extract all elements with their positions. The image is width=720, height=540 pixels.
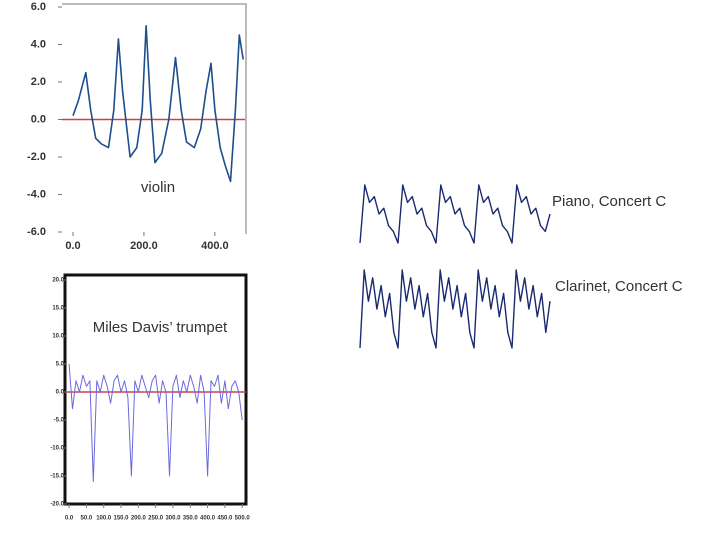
y-tick-label: 4.0: [31, 38, 46, 50]
y-tick-label: -20.0: [50, 502, 64, 508]
y-tick-label: 15.0: [52, 306, 64, 312]
violin-frame: [62, 3, 247, 234]
y-tick-label: -5.0: [54, 418, 65, 424]
y-tick-label: 10.0: [52, 334, 64, 340]
x-tick-label: 400.0: [200, 516, 216, 522]
x-tick-label: 200.0: [130, 240, 158, 252]
x-tick-label: 350.0: [183, 516, 199, 522]
y-tick-label: -10.0: [50, 446, 64, 452]
x-tick-label: 0.0: [65, 516, 74, 522]
y-tick-label: 2.0: [31, 76, 46, 88]
y-tick-label: 0.0: [56, 390, 65, 396]
x-tick-label: 200.0: [131, 516, 147, 522]
y-tick-label: 6.0: [31, 1, 46, 13]
x-tick-label: 150.0: [114, 516, 130, 522]
x-tick-label: 50.0: [81, 516, 93, 522]
waveform: [359, 184, 551, 244]
chart-label: Miles Davis’ trumpet: [93, 319, 228, 336]
x-tick-label: 450.0: [217, 516, 233, 522]
x-tick-label: 100.0: [96, 516, 112, 522]
y-tick-label: 0.0: [31, 113, 46, 125]
x-tick-label: 300.0: [165, 516, 181, 522]
waveform: [72, 24, 244, 183]
waveform: [68, 363, 243, 483]
y-tick-label: -2.0: [27, 151, 46, 163]
y-tick-label: 20.0: [52, 278, 64, 284]
chart-label: Clarinet, Concert C: [555, 278, 683, 295]
y-tick-label: -4.0: [27, 188, 46, 200]
x-tick-label: 250.0: [148, 516, 164, 522]
x-tick-label: 400.0: [201, 240, 229, 252]
chart-label: Piano, Concert C: [552, 193, 666, 210]
waveform: [359, 269, 551, 349]
y-tick-label: -15.0: [50, 474, 64, 480]
y-tick-label: -6.0: [27, 226, 46, 238]
y-tick-label: 5.0: [56, 362, 65, 368]
chart-label: violin: [141, 179, 175, 196]
x-tick-label: 500.0: [235, 516, 251, 522]
x-tick-label: 0.0: [65, 240, 80, 252]
